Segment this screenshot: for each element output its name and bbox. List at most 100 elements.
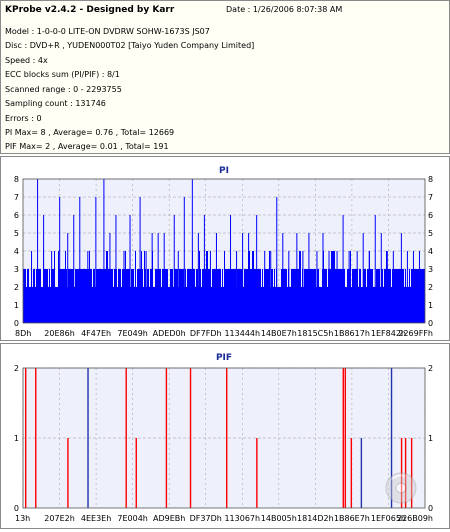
- pi-bar: [239, 269, 240, 323]
- pi-bar: [252, 251, 253, 323]
- pi-bar: [166, 269, 167, 323]
- pi-bar: [179, 269, 180, 323]
- pi-spike: [203, 215, 205, 323]
- pi-bar: [86, 269, 87, 323]
- pif-spike: [165, 368, 168, 508]
- pi-bar: [55, 287, 56, 323]
- pi-bar: [243, 287, 244, 323]
- pi-bar: [82, 269, 83, 323]
- pi-bar: [206, 251, 207, 323]
- pi-spike: [177, 251, 179, 323]
- pif-spike: [400, 438, 403, 508]
- pi-bar: [331, 251, 332, 323]
- pi-bar: [422, 269, 423, 323]
- pi-bar: [176, 269, 177, 323]
- y-tick-label-right: 2: [428, 364, 433, 373]
- pi-bar: [122, 269, 123, 323]
- x-tick-label: 2269FFh: [398, 329, 433, 338]
- sampling-line: Sampling count : 131746: [5, 99, 106, 108]
- pi-bar: [220, 269, 221, 323]
- pi-bar: [237, 269, 238, 323]
- pi-bar: [104, 269, 105, 323]
- pi-spike: [191, 179, 193, 323]
- pi-bar: [319, 287, 320, 323]
- pi-bar: [327, 287, 328, 323]
- y-tick-label-right: 8: [428, 175, 433, 184]
- pi-bar: [200, 269, 201, 323]
- pi-bar: [128, 269, 129, 323]
- pi-bar: [173, 287, 174, 323]
- pi-bar: [295, 269, 296, 323]
- pi-bar: [35, 287, 36, 323]
- pi-chart: PI 0 0 1 1 2 2 3 3 4 4 5 5 6 6 7 7 8 8 8Dh 20E86h 4F47Eh 7E049…: [14, 166, 433, 338]
- pi-bar: [371, 269, 372, 323]
- pi-bar: [53, 269, 54, 323]
- pi-spike: [79, 197, 81, 323]
- pi-summary-line: PI Max= 8 , Average= 0.76 , Total= 12669: [5, 128, 175, 137]
- pi-bar: [181, 269, 182, 323]
- pi-bar: [314, 269, 315, 323]
- pi-bar: [209, 269, 210, 323]
- pi-bar: [77, 269, 78, 323]
- chart-title: PI: [219, 166, 229, 176]
- pi-spike: [123, 251, 125, 323]
- pi-bar: [424, 269, 425, 323]
- pi-bar: [225, 269, 226, 323]
- pi-bar: [110, 269, 111, 323]
- pi-bar: [277, 287, 278, 323]
- y-tick-label-right: 5: [428, 229, 433, 238]
- pi-bar: [117, 287, 118, 323]
- pi-bar: [289, 287, 290, 323]
- pi-bar: [91, 269, 92, 323]
- pi-bar: [196, 269, 197, 323]
- pi-bar: [304, 269, 305, 323]
- pi-bar: [28, 269, 29, 323]
- pi-bar: [57, 287, 58, 323]
- pi-bar: [119, 269, 120, 323]
- pi-bar: [52, 269, 53, 323]
- pi-spike: [392, 251, 394, 323]
- pi-bar: [226, 269, 227, 323]
- pi-bar: [170, 269, 171, 323]
- pi-bar: [255, 269, 256, 323]
- pi-bar: [272, 269, 273, 323]
- x-tick-label: ADED0h: [153, 329, 186, 338]
- x-tick-label: 1815C5h: [297, 329, 333, 338]
- pi-bar: [383, 287, 384, 323]
- pi-bar: [303, 287, 304, 323]
- pi-bar: [232, 269, 233, 323]
- pi-bar: [286, 269, 287, 323]
- pi-bar: [211, 287, 212, 323]
- pi-bar: [94, 269, 95, 323]
- y-tick-label-right: 4: [428, 247, 433, 256]
- pi-bar: [259, 269, 260, 323]
- pi-bar: [334, 251, 335, 323]
- pi-bar: [233, 269, 234, 323]
- pi-bar: [23, 269, 24, 323]
- pi-bar: [212, 269, 213, 323]
- pi-bar: [217, 269, 218, 323]
- pi-bar: [345, 287, 346, 323]
- pi-spike: [37, 179, 39, 323]
- pi-bar: [157, 269, 158, 323]
- pi-spike: [308, 233, 310, 323]
- pi-bar: [144, 251, 145, 323]
- pi-bar: [396, 269, 397, 323]
- pi-spike: [288, 251, 290, 323]
- pi-spike: [336, 251, 338, 323]
- x-tick-label: 1EF065h: [371, 514, 406, 523]
- pi-bar: [222, 269, 223, 323]
- pi-bar: [250, 269, 251, 323]
- pi-bar: [98, 269, 99, 323]
- pi-bar: [358, 287, 359, 323]
- pi-bar: [412, 269, 413, 323]
- pi-bar: [112, 269, 113, 323]
- pi-bar: [26, 287, 27, 323]
- pi-bar: [380, 287, 381, 323]
- pif-spike: [404, 438, 407, 508]
- pi-bar: [61, 269, 62, 323]
- pi-bar: [271, 269, 272, 323]
- pi-bar: [385, 269, 386, 323]
- pi-bar: [116, 269, 117, 323]
- pi-bar: [151, 269, 152, 323]
